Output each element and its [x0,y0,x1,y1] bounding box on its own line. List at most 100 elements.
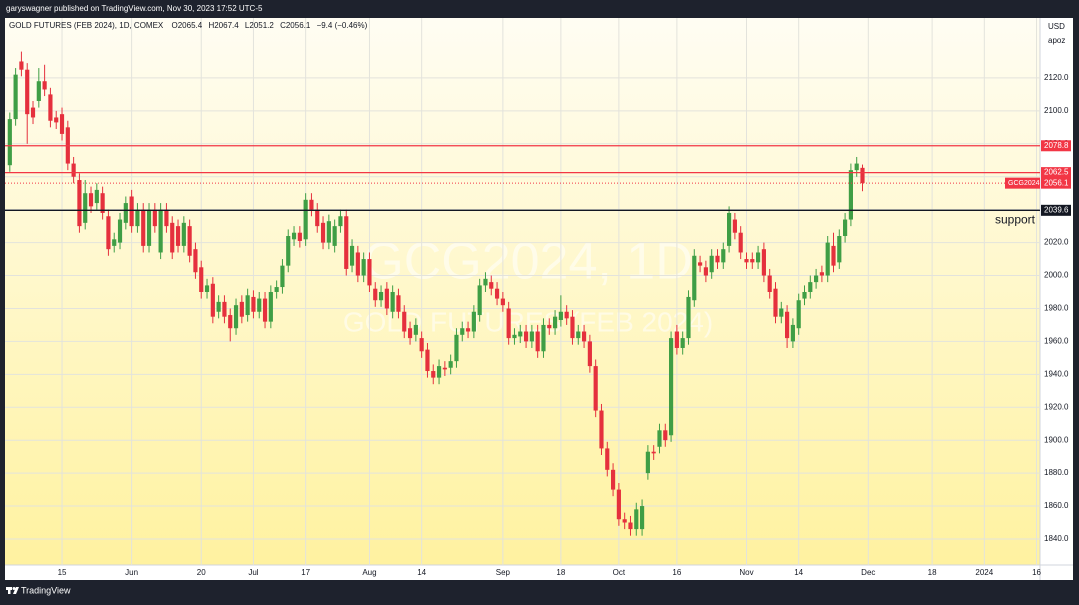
candle-body [860,167,865,184]
candle-body [210,283,215,317]
candle-body [523,331,529,342]
x-tick-label: Aug [362,568,376,577]
candle-body [123,203,128,223]
candle-body [721,249,726,263]
candle-body [697,262,703,266]
candle-body [558,311,563,320]
x-tick-label: 16 [672,568,681,577]
candle-body [402,311,407,332]
candle-body [703,267,708,276]
candle-body [262,298,268,322]
candle-body [825,242,830,276]
candle-body [738,232,743,253]
candle-body [187,226,192,256]
candle-body [251,296,256,312]
candle-body [494,288,500,299]
candle-body [181,222,186,246]
y-tick-label: 2120.0 [1044,73,1069,82]
candle-body [779,308,784,317]
x-tick-label: 2024 [975,568,993,577]
x-tick-label: Nov [739,568,753,577]
candle-body [663,430,668,441]
candle-body [88,193,94,207]
candle-body [744,259,749,263]
y-tick-label: 1880.0 [1044,468,1069,477]
price-label-box [1041,167,1071,179]
candle-body [13,74,18,120]
candle-body [407,328,413,339]
footer-logo [6,587,19,594]
price-label-box [1041,140,1071,152]
candle-body [628,522,633,530]
candle-body [512,334,517,339]
candle-body [483,278,488,286]
annotation: support [995,212,1036,226]
logo-part [12,587,16,590]
x-tick-label: 15 [58,568,67,577]
candle-body [610,469,616,490]
candle-body [785,311,790,339]
candle-body [390,291,395,312]
candle-body [715,255,720,263]
candle-body [158,209,163,253]
candle-body [819,272,824,276]
y-tick-label: 1860.0 [1044,501,1069,510]
logo-part [13,587,19,594]
candle-body [442,367,447,370]
x-tick-label: Dec [861,568,875,577]
candle-body [593,366,598,411]
candle-body [686,296,691,339]
candle-body [837,236,842,263]
y-tick-label: 1900.0 [1044,435,1069,444]
candle-body [773,288,778,317]
candle-body [767,275,772,292]
currency: USD [1048,22,1065,31]
candle-body [471,311,476,332]
candle-body [320,222,326,243]
y-tick-label: 2100.0 [1044,106,1069,115]
candle-body [448,361,453,368]
price-label: 2062.5 [1044,168,1069,177]
price-label-box [1041,204,1071,216]
candle-body [622,519,627,523]
legend-change: −9.4 (−0.46%) [317,21,368,30]
y-tick-label: 1960.0 [1044,337,1069,346]
candle-body [135,209,140,227]
candle-body [59,114,65,134]
candle-body [489,282,494,289]
y-tick-label: 1940.0 [1044,369,1069,378]
candle-body [30,107,36,118]
candle-body [634,509,639,530]
candle-body [796,300,801,329]
candle-body [152,209,157,227]
candle-body [425,349,430,372]
candle-body [117,219,123,243]
candle-body [674,331,679,348]
candle-body [436,366,442,378]
candle-body [547,324,552,329]
candle-body [581,331,587,342]
symbol-legend: GOLD FUTURES (FEB 2024), 1D, COMEX O2065… [9,21,368,30]
candle-body [54,117,59,123]
candles [7,51,865,536]
overlays [5,145,1040,211]
x-tick-label: 16 [1032,568,1041,577]
watermark: GCG2024, 1D GOLD FUTURES (FEB 2024) [343,233,713,338]
candle-body [465,328,471,332]
candle-body [506,308,511,339]
x-tick-label: Sep [496,568,511,577]
x-tick-label: Jun [125,568,138,577]
x-tick-label: 14 [417,568,426,577]
candle-body [419,338,424,352]
candle-body [48,94,53,121]
candle-body [204,285,210,292]
published-note: garyswagner published on TradingView.com… [6,4,263,13]
candle-body [616,489,621,520]
candle-body [245,295,250,316]
candle-body [535,331,540,352]
candle-body [500,298,505,306]
candle-body [36,81,41,101]
candle-body [94,189,99,204]
candle-body [645,451,650,474]
candle-body [384,288,389,309]
